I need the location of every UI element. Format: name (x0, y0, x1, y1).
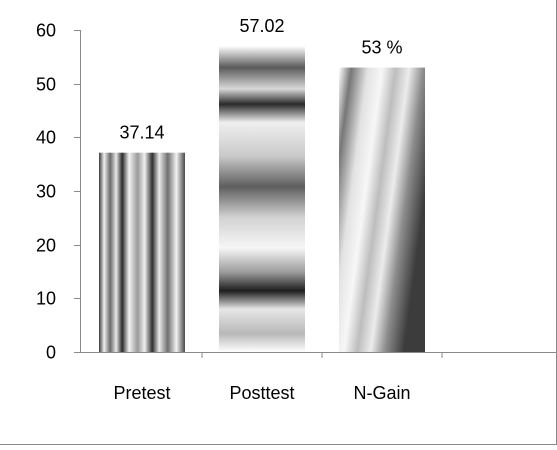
bar-posttest (219, 45, 305, 352)
y-tick-label: 60 (36, 21, 56, 41)
x-tick-label: Pretest (113, 383, 170, 403)
x-tick-label: Posttest (229, 383, 294, 403)
y-tick-label: 40 (36, 128, 56, 148)
x-tick-label: N-Gain (353, 383, 410, 403)
x-axis: Pretest Posttest N-Gain (74, 352, 557, 403)
y-axis: 0 10 20 30 40 50 60 (36, 21, 81, 363)
data-label: 37.14 (119, 123, 164, 143)
y-tick-label: 0 (46, 343, 56, 363)
y-tick-label: 50 (36, 75, 56, 95)
bars (99, 45, 425, 353)
y-tick-label: 30 (36, 182, 56, 202)
bar-n-gain (339, 67, 425, 353)
data-label: 53 % (361, 38, 402, 58)
y-tick-label: 10 (36, 289, 56, 309)
y-tick-label: 20 (36, 236, 56, 256)
data-labels: 37.14 57.02 53 % (119, 16, 402, 143)
data-label: 57.02 (239, 16, 284, 36)
bar-pretest (99, 152, 185, 352)
